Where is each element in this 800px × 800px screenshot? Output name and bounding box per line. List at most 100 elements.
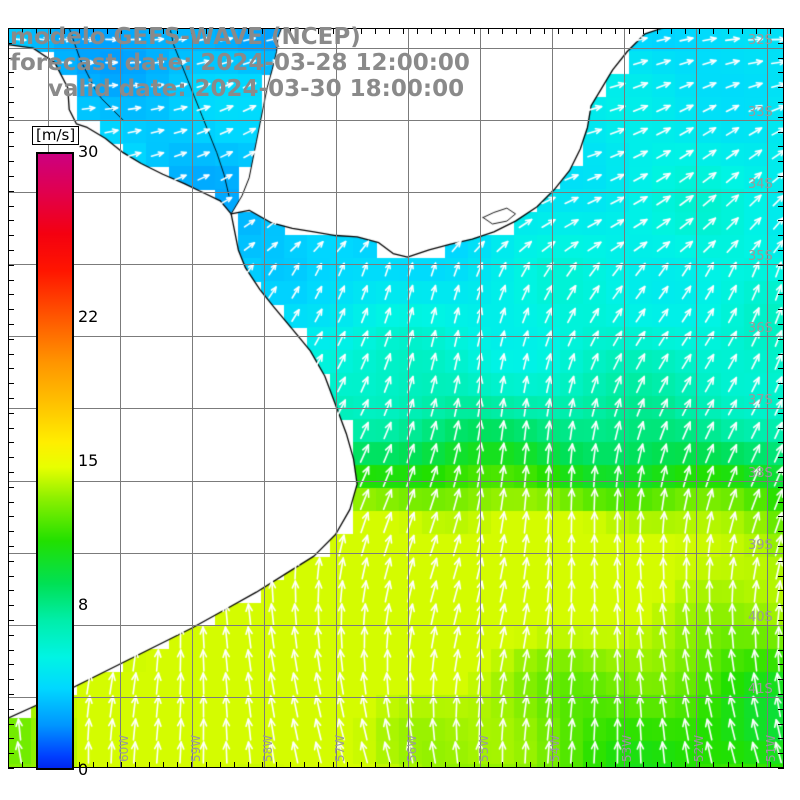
axis-tick: [778, 28, 784, 29]
axis-tick: [778, 723, 784, 725]
axis-tick: [544, 762, 546, 768]
axis-tick: [515, 28, 517, 34]
axis-tick: [778, 294, 784, 296]
longitude-label: 51W: [764, 734, 779, 762]
axis-tick: [628, 28, 630, 34]
axis-tick: [205, 762, 207, 768]
axis-tick: [778, 753, 784, 755]
latitude-label: 41S: [748, 681, 773, 697]
axis-tick: [778, 72, 784, 74]
axis-tick: [671, 762, 673, 768]
longitude-label: 52W: [692, 734, 707, 762]
axis-tick: [8, 723, 14, 725]
axis-tick: [177, 762, 179, 768]
axis-tick: [8, 472, 14, 473]
axis-tick: [106, 762, 108, 768]
axis-tick: [778, 250, 784, 251]
colorbar-tick-label: 15: [78, 451, 99, 470]
axis-tick: [671, 28, 673, 34]
latitude-label: 34S: [748, 177, 773, 193]
axis-tick: [8, 338, 14, 340]
axis-tick: [163, 28, 165, 34]
axis-tick: [318, 762, 320, 768]
gridline-lat: [8, 408, 784, 410]
axis-tick: [417, 762, 419, 768]
axis-tick: [8, 679, 14, 681]
axis-tick: [459, 28, 461, 34]
axis-tick: [8, 190, 14, 192]
longitude-label: 54W: [548, 734, 563, 762]
axis-tick: [290, 762, 292, 768]
latitude-label: 36S: [748, 321, 773, 337]
axis-tick: [8, 590, 14, 592]
axis-tick: [8, 457, 14, 459]
axis-tick: [106, 28, 108, 34]
gridline-lon: [263, 28, 265, 768]
axis-tick: [290, 28, 292, 34]
axis-tick: [755, 28, 757, 34]
axis-tick: [120, 28, 122, 34]
axis-tick: [657, 28, 659, 34]
axis-tick: [8, 560, 14, 562]
axis-tick: [778, 501, 784, 503]
axis-tick: [778, 383, 784, 385]
axis-tick: [778, 176, 784, 177]
gridline-lon: [479, 28, 481, 768]
axis-tick: [92, 762, 94, 768]
axis-tick: [8, 116, 14, 118]
axis-tick: [727, 762, 729, 768]
axis-tick: [778, 768, 784, 769]
axis-tick: [614, 28, 616, 34]
longitude-label: 60W: [116, 734, 131, 762]
axis-tick: [778, 338, 784, 340]
axis-tick: [276, 28, 278, 34]
axis-tick: [8, 412, 14, 414]
axis-tick: [417, 28, 419, 34]
axis-tick: [8, 546, 14, 547]
axis-tick: [699, 762, 701, 768]
axis-tick: [247, 28, 249, 34]
axis-tick: [8, 353, 14, 355]
axis-tick: [778, 87, 784, 89]
map-plot-area: [8, 28, 784, 768]
axis-tick: [332, 28, 334, 34]
axis-tick: [304, 762, 306, 768]
axis-tick: [778, 457, 784, 459]
axis-tick: [778, 634, 784, 636]
axis-tick: [8, 634, 14, 636]
axis-tick: [713, 28, 715, 34]
axis-tick: [530, 762, 532, 768]
axis-tick: [360, 28, 362, 34]
gridline-lat: [8, 624, 784, 626]
axis-tick: [8, 205, 14, 207]
axis-tick: [586, 28, 588, 34]
axis-tick: [778, 738, 784, 740]
axis-tick: [473, 28, 475, 34]
axis-tick: [8, 768, 14, 769]
axis-tick: [8, 220, 14, 222]
axis-tick: [8, 753, 14, 755]
axis-tick: [741, 762, 743, 768]
axis-tick: [769, 762, 771, 768]
axis-tick: [403, 762, 405, 768]
axis-tick: [8, 708, 14, 710]
axis-tick: [276, 762, 278, 768]
axis-tick: [346, 762, 348, 768]
gridline-lon: [407, 28, 409, 768]
axis-tick: [778, 694, 784, 695]
longitude-label: 57W: [332, 734, 347, 762]
axis-tick: [530, 28, 532, 34]
axis-tick: [657, 762, 659, 768]
axis-tick: [778, 398, 784, 399]
axis-tick: [8, 131, 14, 133]
axis-tick: [8, 427, 14, 429]
gridline-lon: [695, 28, 697, 768]
axis-tick: [778, 324, 784, 325]
axis-tick: [8, 398, 14, 399]
axis-tick: [78, 762, 80, 768]
axis-tick: [22, 762, 24, 768]
gridline-lat: [8, 696, 784, 698]
axis-tick: [8, 250, 14, 251]
axis-tick: [8, 383, 14, 385]
